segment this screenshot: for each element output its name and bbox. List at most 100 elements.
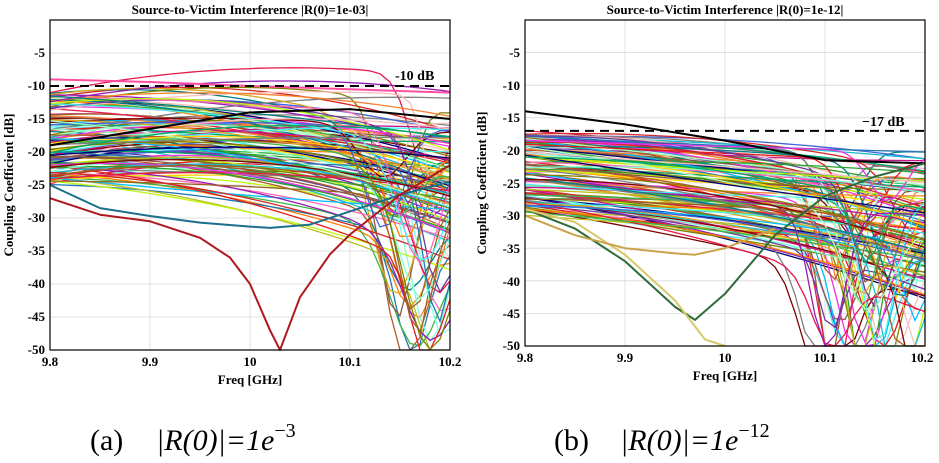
chart-b-y-ticks: -5 -10 -15 -20 -25 -30 -35 -40 -45 -50 <box>503 45 521 353</box>
caption-a-prefix: (a) <box>90 424 123 457</box>
x-tick-label: 9.9 <box>617 350 634 365</box>
y-tick-label: -25 <box>503 176 521 191</box>
chart-b-threshold-label: −17 dB <box>862 115 905 130</box>
x-tick-label: 9.8 <box>42 354 59 369</box>
chart-a-threshold-label: -10 dB <box>395 69 434 84</box>
background-curve <box>524 178 926 249</box>
background-curve <box>524 148 926 270</box>
y-tick-label: -35 <box>28 243 46 258</box>
chart-a-y-axis-label: Coupling Coefficient [dB] <box>1 114 16 257</box>
y-tick-label: -50 <box>503 338 520 353</box>
series-line <box>524 110 926 165</box>
caption-a-math: |R(0)|=1e−3 <box>156 420 296 457</box>
y-tick-label: -5 <box>34 45 45 60</box>
background-curve <box>524 198 925 347</box>
background-curve <box>49 171 451 261</box>
background-curve <box>49 134 451 160</box>
background-curve <box>49 171 451 192</box>
series-line <box>49 164 451 351</box>
background-curve <box>524 154 926 214</box>
caption-b-base: e <box>725 424 738 457</box>
y-tick-label: -35 <box>503 241 521 256</box>
series-line <box>524 162 926 321</box>
y-tick-label: -30 <box>503 208 520 223</box>
background-curve <box>524 166 926 302</box>
background-curve <box>524 167 926 263</box>
y-tick-label: -25 <box>28 177 46 192</box>
x-tick-label: 10 <box>719 350 732 365</box>
y-tick-label: -45 <box>503 306 521 321</box>
background-curve <box>524 208 926 296</box>
background-curve <box>524 202 926 234</box>
x-tick-label: 10.1 <box>814 350 837 365</box>
y-tick-label: -20 <box>28 144 45 159</box>
background-curve <box>49 125 451 157</box>
background-curve <box>524 148 926 193</box>
background-curve <box>525 135 926 309</box>
y-tick-label: -10 <box>28 78 45 93</box>
series-line <box>49 180 451 229</box>
background-curve <box>524 139 926 202</box>
y-tick-label: -15 <box>28 111 46 126</box>
background-curve <box>49 156 451 206</box>
y-tick-label: -45 <box>28 309 46 324</box>
background-curve <box>524 201 926 347</box>
background-curve <box>524 183 926 341</box>
background-curve <box>49 87 451 295</box>
series-line <box>49 108 451 147</box>
caption-b: (b) |R(0)|=1e−12 <box>554 420 770 457</box>
x-tick-label: 10.1 <box>339 354 362 369</box>
background-curve <box>49 91 451 259</box>
background-curve <box>524 202 926 294</box>
background-curve <box>49 146 451 159</box>
x-tick-label: 10 <box>244 354 257 369</box>
chart-b-y-axis-label: Coupling Coefficient [dB] <box>474 112 489 255</box>
chart-a-title: Source-to-Victim Interference |R(0)=1e-0… <box>132 2 369 17</box>
background-curve <box>49 180 451 271</box>
x-tick-label: 10.2 <box>439 354 462 369</box>
background-curve <box>524 137 926 295</box>
x-tick-label: 9.9 <box>142 354 159 369</box>
background-curve <box>524 156 926 264</box>
chart-a-y-ticks: -5 -10 -15 -20 -25 -30 -35 -40 -45 -50 <box>28 45 46 357</box>
caption-b-math: |R(0)|=1e−12 <box>620 420 770 457</box>
background-curve <box>49 158 451 197</box>
background-curve <box>524 155 926 191</box>
background-curve <box>524 146 926 311</box>
chart-b-frame <box>524 19 926 347</box>
background-curve <box>49 124 451 171</box>
caption-a: (a) |R(0)|=1e−3 <box>90 420 296 457</box>
background-curve <box>524 156 926 182</box>
caption-b-exponent: −12 <box>738 420 769 442</box>
background-curve <box>49 180 451 311</box>
caption-b-prefix: (b) <box>554 424 589 457</box>
y-tick-label: -10 <box>503 78 520 93</box>
background-curve <box>49 162 451 201</box>
y-tick-label: -15 <box>503 110 521 125</box>
background-curve <box>524 197 926 255</box>
chart-b-x-axis-label: Freq [GHz] <box>693 368 757 383</box>
series-line <box>524 208 726 347</box>
y-tick-label: -5 <box>509 45 520 60</box>
y-tick-label: -40 <box>503 274 520 289</box>
chart-a-x-axis-label: Freq [GHz] <box>218 372 282 387</box>
background-curve <box>49 120 451 208</box>
chart-a: Source-to-Victim Interference |R(0)=1e-0… <box>1 2 461 387</box>
background-curve <box>49 125 451 154</box>
caption-a-expression: |R(0)|=1 <box>156 424 261 457</box>
background-curve <box>49 97 451 152</box>
background-curve <box>524 204 926 260</box>
chart-b-background-curves <box>524 130 926 348</box>
background-curve <box>49 103 451 261</box>
chart-a-background-curves <box>49 67 451 351</box>
background-curve <box>49 141 451 351</box>
background-curve <box>49 167 451 342</box>
chart-b: Source-to-Victim Interference |R(0)=1e-1… <box>474 2 933 383</box>
background-curve <box>524 155 926 226</box>
chart-b-x-ticks: 9.8 9.9 10 10.1 10.2 <box>517 350 934 365</box>
caption-a-base: e <box>261 424 274 457</box>
background-curve <box>49 121 451 228</box>
y-tick-label: -50 <box>28 342 45 357</box>
background-curve <box>524 173 926 348</box>
